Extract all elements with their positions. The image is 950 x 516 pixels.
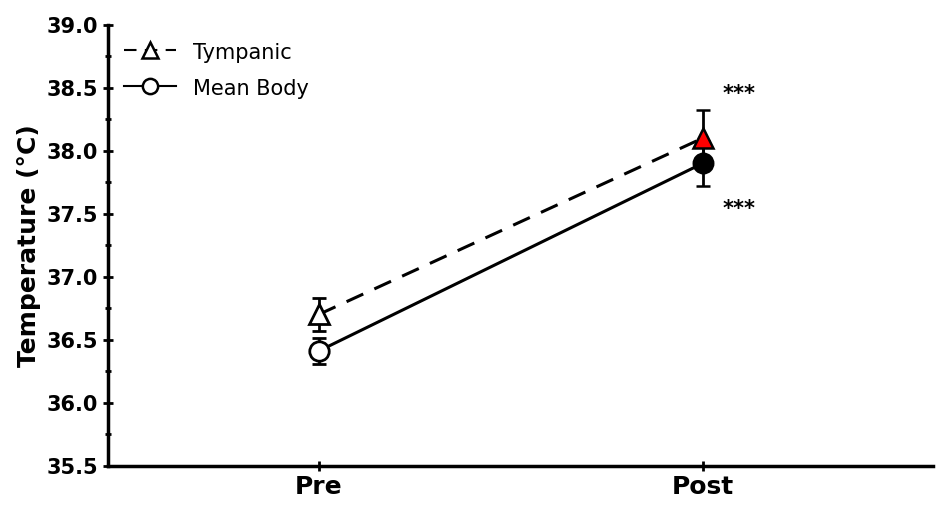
Y-axis label: Temperature (°C): Temperature (°C): [17, 124, 41, 366]
Text: ***: ***: [722, 199, 755, 218]
Legend: Tympanic, Mean Body: Tympanic, Mean Body: [118, 35, 315, 106]
Text: ***: ***: [722, 84, 755, 104]
